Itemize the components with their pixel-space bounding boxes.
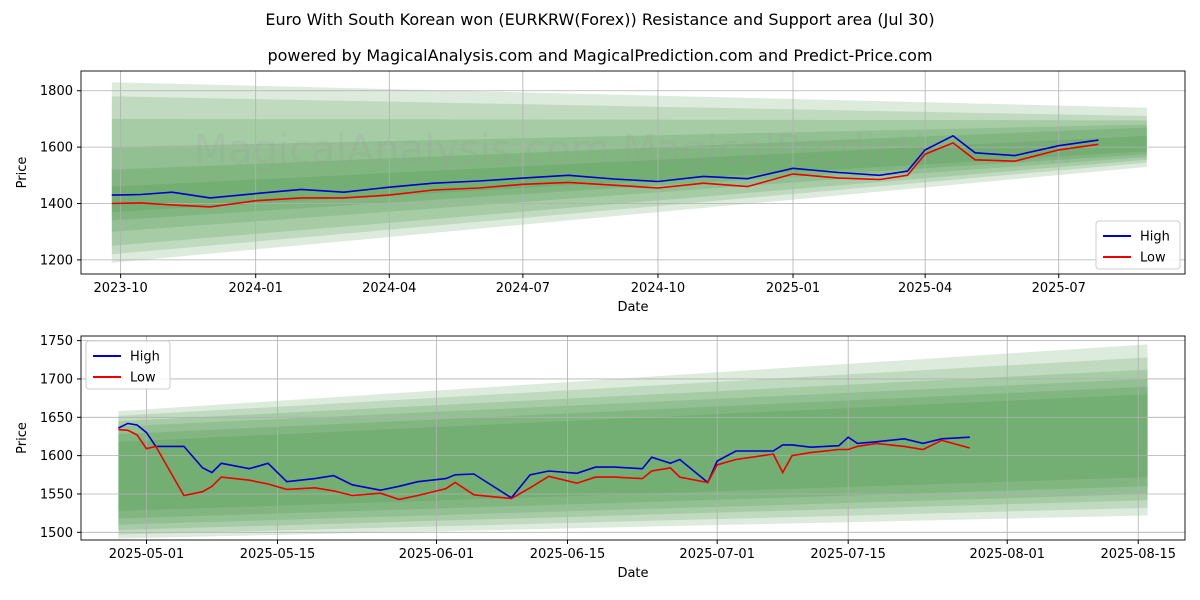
legend: High Low [85, 340, 171, 390]
y-tick-label: 1500 [40, 526, 73, 541]
x-tick-label: 2023-10 [93, 281, 147, 296]
x-tick-label: 2025-04 [898, 281, 952, 296]
band-4 [111, 124, 1147, 232]
series-line-high [118, 422, 970, 499]
band-2 [118, 357, 1148, 535]
x-tick-label: 2025-06-15 [530, 547, 606, 562]
watermark: MagicalAnalysis.com MagicalPrediction.co… [194, 127, 1073, 173]
x-tick-label: 2024-10 [631, 281, 685, 296]
x-axis-label: Date [617, 300, 648, 315]
x-tick-label: 2025-05-15 [240, 547, 316, 562]
band-6 [111, 135, 1147, 212]
y-tick-label: 1200 [40, 253, 73, 268]
band-2 [111, 96, 1147, 255]
plot-frame [80, 70, 1186, 275]
x-tick-label: 2025-07-15 [810, 547, 886, 562]
y-tick-label: 1400 [40, 197, 73, 212]
legend-box [85, 340, 171, 390]
plot-frame [80, 335, 1186, 541]
y-tick-label: 1800 [40, 84, 73, 99]
series-line-high [111, 134, 1099, 199]
legend-label-low: Low [1140, 251, 1166, 266]
y-axis-label: Price [15, 157, 30, 189]
band-5 [111, 127, 1147, 221]
series-line-low [111, 141, 1099, 208]
band-6 [118, 394, 1148, 511]
legend-label-high: High [1140, 230, 1170, 245]
x-tick-label: 2025-08-15 [1100, 547, 1176, 562]
y-tick-label: 1700 [40, 372, 73, 387]
band-1 [111, 82, 1147, 263]
y-tick-label: 1750 [40, 334, 73, 349]
chart-title: Euro With South Korean won (EURKRW(Forex… [265, 10, 935, 29]
y-axis-label: Price [15, 422, 30, 454]
band-4 [118, 378, 1148, 525]
x-tick-label: 2024-07 [496, 281, 550, 296]
chart-subtitle: powered by MagicalAnalysis.com and Magic… [267, 46, 933, 65]
plot-area-1: MagicalAnalysis.com MagicalPrediction.co… [81, 71, 1185, 274]
legend: High Low [1095, 220, 1181, 270]
x-tick-label: 2025-07-01 [679, 547, 755, 562]
x-tick-label: 2025-01 [766, 281, 820, 296]
y-tick-label: 1550 [40, 487, 73, 502]
x-tick-label: 2025-08-01 [969, 547, 1045, 562]
y-tick-label: 1600 [40, 141, 73, 156]
legend-label-low: Low [130, 371, 156, 386]
band-3 [111, 118, 1147, 246]
x-tick-label: 2025-06-01 [399, 547, 475, 562]
series-line-low [118, 428, 971, 501]
x-tick-label: 2024-01 [229, 281, 283, 296]
y-tick-label: 1650 [40, 411, 73, 426]
y-tick-label: 1600 [40, 449, 73, 464]
band-5 [118, 386, 1148, 519]
plot-area-2 [81, 336, 1185, 540]
x-axis-label: Date [617, 566, 648, 581]
legend-label-high: High [130, 350, 160, 365]
x-tick-label: 2025-05-01 [109, 547, 185, 562]
legend-box [1095, 220, 1181, 270]
x-tick-label: 2024-04 [362, 281, 416, 296]
x-tick-label: 2025-07 [1032, 281, 1086, 296]
